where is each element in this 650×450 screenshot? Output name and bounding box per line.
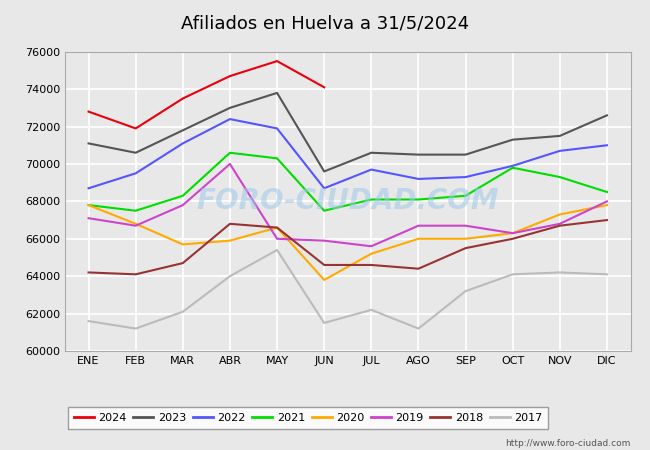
Text: Afiliados en Huelva a 31/5/2024: Afiliados en Huelva a 31/5/2024 [181,14,469,33]
Text: http://www.foro-ciudad.com: http://www.foro-ciudad.com [505,439,630,448]
Text: FORO-CIUDAD.COM: FORO-CIUDAD.COM [196,187,499,216]
Legend: 2024, 2023, 2022, 2021, 2020, 2019, 2018, 2017: 2024, 2023, 2022, 2021, 2020, 2019, 2018… [68,407,548,428]
